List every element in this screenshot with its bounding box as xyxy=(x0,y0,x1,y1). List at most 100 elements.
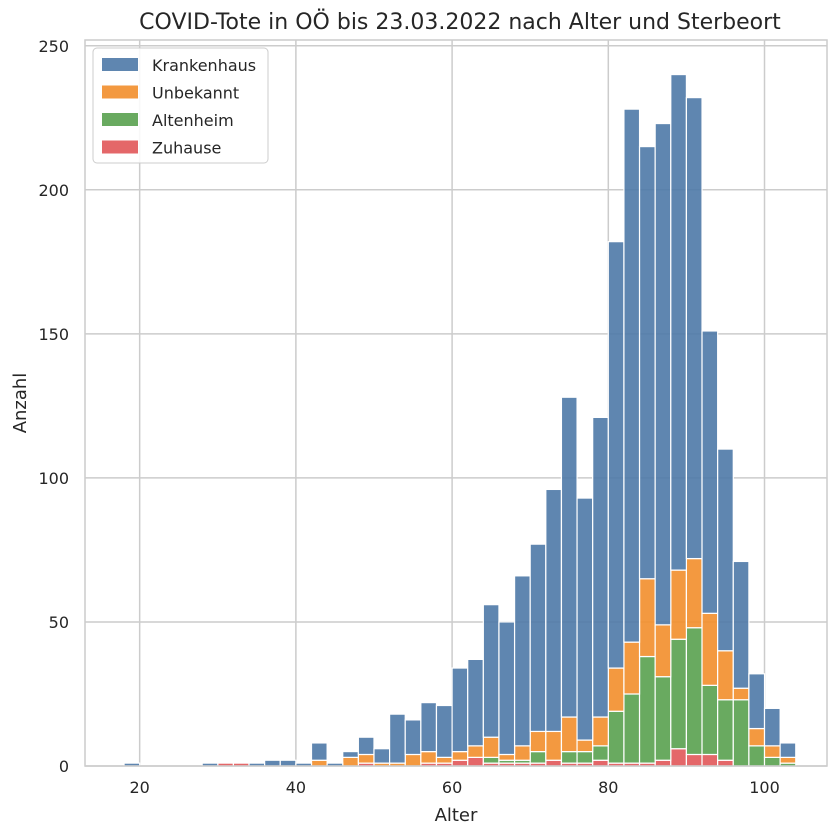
bar-krankenhaus xyxy=(467,658,484,747)
bar-unbekannt xyxy=(638,578,656,658)
bar-unbekannt xyxy=(685,557,703,629)
y-tick-label: 100 xyxy=(38,469,69,488)
y-tick-label: 250 xyxy=(38,37,69,56)
legend: Krankenhaus Unbekannt Altenheim Zuhause xyxy=(92,47,269,164)
chart-title: COVID-Tote in OÖ bis 23.03.2022 nach Alt… xyxy=(139,9,781,35)
bar-unbekannt xyxy=(420,750,438,764)
bar-unbekannt xyxy=(654,624,672,678)
bar-unbekannt xyxy=(748,727,766,747)
x-tick-label: 60 xyxy=(442,778,462,797)
bar-krankenhaus xyxy=(592,416,609,718)
bar-krankenhaus xyxy=(482,604,500,738)
bar-krankenhaus xyxy=(513,575,531,747)
bar-krankenhaus xyxy=(638,145,656,580)
bar-altenheim xyxy=(717,699,734,761)
bar-unbekannt xyxy=(310,759,328,767)
bar-krankenhaus xyxy=(498,621,516,756)
bar-altenheim xyxy=(654,676,672,761)
bar-unbekannt xyxy=(623,641,641,695)
bar-unbekannt xyxy=(592,716,609,747)
bar-unbekannt xyxy=(576,739,594,753)
bar-krankenhaus xyxy=(654,122,672,626)
y-tick-labels: 0 50 100 150 200 250 xyxy=(38,37,69,776)
bar-unbekannt xyxy=(717,650,734,701)
y-tick-label: 0 xyxy=(59,757,69,776)
bar-krankenhaus xyxy=(404,719,422,756)
bar-altenheim xyxy=(529,750,547,764)
bar-krankenhaus xyxy=(451,667,469,753)
bar-krankenhaus xyxy=(607,241,625,669)
bar-krankenhaus xyxy=(310,742,328,761)
bar-altenheim xyxy=(763,756,781,767)
x-tick-label: 80 xyxy=(598,778,618,797)
bar-unbekannt xyxy=(482,736,500,758)
bar-krankenhaus xyxy=(701,330,719,614)
bar-unbekannt xyxy=(357,753,375,764)
bar-krankenhaus xyxy=(670,73,688,571)
bar-krankenhaus xyxy=(264,759,281,767)
bar-krankenhaus xyxy=(420,702,438,753)
x-tick-labels: 20 40 60 80 100 xyxy=(129,778,779,797)
legend-label-altenheim: Altenheim xyxy=(152,111,234,130)
bar-krankenhaus xyxy=(560,396,578,718)
plot-frame xyxy=(84,39,828,767)
bar-krankenhaus xyxy=(779,742,797,758)
bar-unbekannt xyxy=(545,730,563,761)
bar-krankenhaus xyxy=(623,108,641,643)
bar-krankenhaus xyxy=(529,543,547,733)
bar-unbekannt xyxy=(560,716,578,753)
legend-label-zuhause: Zuhause xyxy=(152,139,221,158)
bar-altenheim xyxy=(748,745,766,767)
bar-zuhause xyxy=(592,759,609,767)
bar-krankenhaus xyxy=(748,673,766,730)
y-tick-label: 50 xyxy=(49,613,69,632)
bar-unbekannt xyxy=(513,745,531,761)
bar-altenheim xyxy=(592,745,609,761)
bar-unbekannt xyxy=(467,745,484,758)
legend-label-krankenhaus: Krankenhaus xyxy=(152,56,256,75)
x-axis-label: Alter xyxy=(435,805,478,826)
bar-krankenhaus xyxy=(389,713,406,764)
bar-altenheim xyxy=(607,710,625,764)
bar-unbekannt xyxy=(342,756,359,767)
bar-unbekannt xyxy=(779,756,797,764)
bar-zuhause xyxy=(701,753,719,767)
bar-unbekannt xyxy=(529,730,547,753)
legend-swatch-zuhause xyxy=(102,140,138,154)
bar-zuhause xyxy=(685,753,703,767)
legend-swatch-krankenhaus xyxy=(102,58,138,71)
grid-lines xyxy=(85,40,827,767)
bar-altenheim xyxy=(638,655,656,764)
bar-unbekannt xyxy=(701,612,719,686)
bar-krankenhaus xyxy=(576,497,594,741)
bar-altenheim xyxy=(670,638,688,750)
bar-altenheim xyxy=(560,750,578,764)
bar-altenheim xyxy=(701,684,719,756)
y-tick-label: 150 xyxy=(38,325,69,344)
bar-unbekannt xyxy=(451,750,469,761)
bar-altenheim xyxy=(685,627,703,756)
bar-unbekannt xyxy=(404,753,422,767)
bar-zuhause xyxy=(451,759,469,767)
bar-zuhause xyxy=(545,759,563,767)
bar-zuhause xyxy=(670,748,688,767)
legend-swatch-altenheim xyxy=(102,113,138,126)
y-tick-label: 200 xyxy=(38,181,69,200)
bar-unbekannt xyxy=(435,756,453,764)
bar-unbekannt xyxy=(498,753,516,761)
bar-unbekannt xyxy=(670,569,688,640)
bar-krankenhaus xyxy=(763,707,781,747)
legend-label-unbekannt: Unbekannt xyxy=(152,84,239,103)
bar-krankenhaus xyxy=(342,750,359,758)
y-axis-label: Anzahl xyxy=(10,373,31,434)
bar-krankenhaus xyxy=(685,97,703,560)
bar-altenheim xyxy=(623,693,641,764)
bar-altenheim xyxy=(482,756,500,764)
x-tick-label: 20 xyxy=(129,778,149,797)
bar-krankenhaus xyxy=(357,736,375,756)
bar-krankenhaus xyxy=(717,448,734,652)
histogram-bars xyxy=(123,73,797,767)
bar-krankenhaus xyxy=(373,748,391,764)
bar-krankenhaus xyxy=(545,488,563,733)
